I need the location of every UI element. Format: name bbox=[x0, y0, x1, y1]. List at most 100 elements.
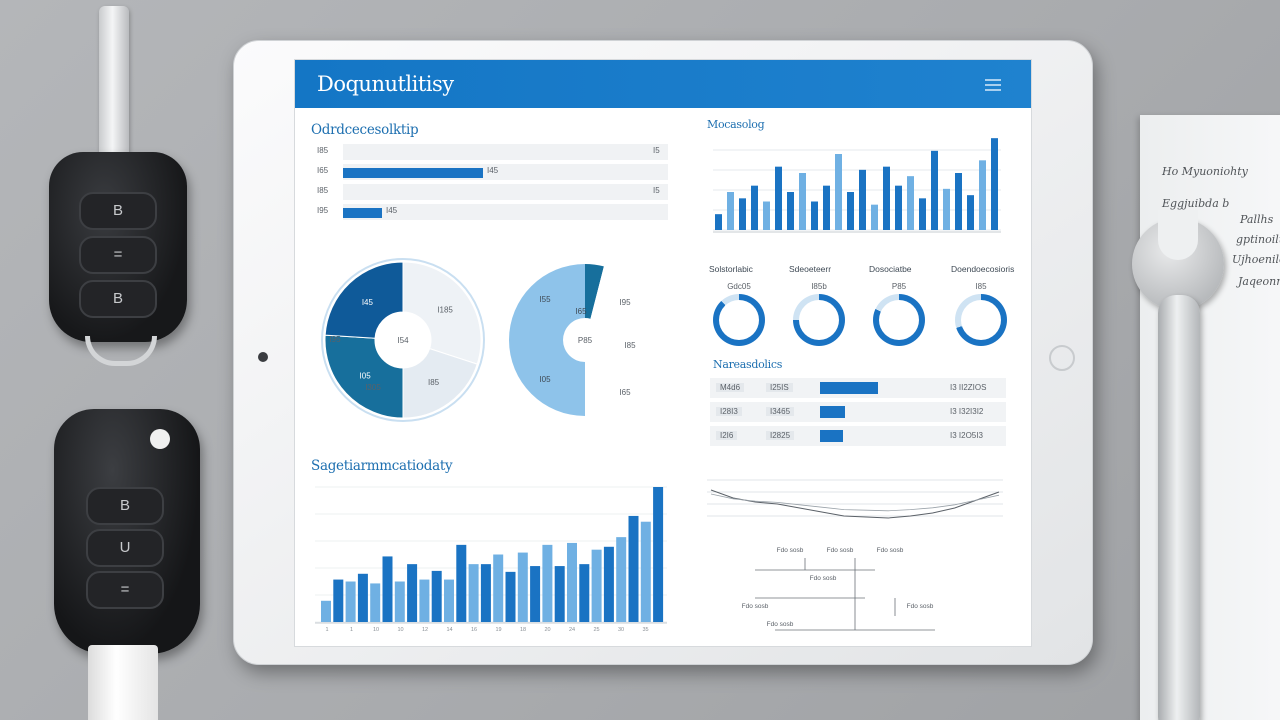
pie-segment bbox=[585, 266, 655, 416]
overview-row: I85 I5 bbox=[317, 184, 668, 200]
bar bbox=[775, 166, 782, 230]
pie-segment bbox=[585, 264, 604, 319]
app-header: Doqunutlitisy bbox=[295, 60, 1031, 108]
bar bbox=[567, 542, 577, 622]
lock-icon: B bbox=[86, 487, 164, 525]
bar bbox=[357, 573, 368, 622]
table-row: I2I6 I2825 I3 I2O5I3 bbox=[710, 426, 1006, 446]
overview-row-value: I45 bbox=[386, 206, 398, 215]
table-row: I28I3 I3465 I3 I32I3I2 bbox=[710, 402, 1006, 422]
bar bbox=[505, 571, 516, 622]
progress-label: I85b bbox=[811, 282, 827, 291]
donut-label: I45 bbox=[362, 298, 374, 307]
donut-segment bbox=[402, 348, 478, 419]
note-line: Ho Myuoniohty bbox=[1162, 165, 1248, 178]
overview-row: I85 I5 bbox=[317, 144, 668, 160]
car-key-flip: B U = bbox=[50, 405, 210, 720]
axis-tick-label: 24 bbox=[569, 627, 575, 632]
bar bbox=[895, 185, 902, 230]
bar bbox=[751, 185, 758, 230]
overview-bar bbox=[343, 168, 483, 178]
pie-segment bbox=[509, 264, 585, 416]
progress-label: P85 bbox=[891, 282, 907, 291]
note-line: gptinoilu bbox=[1236, 233, 1280, 246]
pie-label: I65 bbox=[575, 307, 587, 316]
progress-ring bbox=[955, 294, 1007, 346]
overview-bar bbox=[343, 208, 382, 218]
axis-tick-label: 10 bbox=[373, 627, 379, 632]
note-line: Pallhs bbox=[1240, 213, 1274, 226]
tablet-device: Doqunutlitisy Odrdcecesolktip I85 I5 I65 I4… bbox=[233, 40, 1093, 665]
bar bbox=[333, 579, 344, 622]
bar bbox=[407, 564, 418, 622]
table-cell: I3 I2O5I3 bbox=[950, 431, 983, 440]
overview-row-value: I5 bbox=[653, 186, 660, 195]
bar bbox=[444, 579, 454, 622]
table-row: M4d6 I25IS I3 II2ZIOS bbox=[710, 378, 1006, 398]
pie-label: I05 bbox=[539, 375, 551, 384]
progress-ring-hole bbox=[799, 300, 839, 340]
bar bbox=[382, 556, 393, 622]
bar bbox=[603, 546, 614, 622]
bar bbox=[823, 185, 830, 230]
progress-title: Dosociatbe bbox=[869, 264, 912, 274]
overview-row-label: I85 bbox=[317, 146, 329, 155]
table-cell: I3 I32I3I2 bbox=[950, 407, 984, 416]
table-cell: M4d6 bbox=[716, 383, 745, 392]
progress-title: Solstorlabic bbox=[709, 264, 753, 274]
table-cell: I3465 bbox=[766, 407, 795, 416]
camera-icon bbox=[258, 352, 268, 362]
tree-label: Fdo sosb bbox=[907, 603, 934, 610]
bar bbox=[530, 566, 541, 622]
table-title: Nareasdolics bbox=[713, 358, 783, 371]
axis-tick-label: 12 bbox=[422, 627, 428, 632]
menu-icon[interactable] bbox=[985, 79, 1001, 91]
axis-tick-label: 20 bbox=[544, 627, 550, 632]
trunk-icon: = bbox=[86, 571, 164, 609]
axis-tick-label: 14 bbox=[446, 627, 452, 632]
donut-bottom-label: I305 bbox=[365, 383, 381, 392]
bar bbox=[579, 564, 590, 622]
bar bbox=[871, 204, 878, 230]
bar bbox=[727, 192, 734, 230]
axis-tick-label: 1 bbox=[350, 627, 353, 632]
overview-title: Odrdcecesolktip bbox=[311, 122, 419, 138]
pie-chart: I55 I95 I85 I65 I05 I65 P85 bbox=[509, 264, 655, 416]
tree-label: Fdo sosb bbox=[810, 575, 837, 582]
bar-chart-bottom: 1 1 10 10 12 14 16 19 18 20 24 25 30 35 bbox=[315, 486, 667, 632]
unlock-icon: U bbox=[86, 529, 164, 567]
progress-label: I85 bbox=[975, 282, 987, 291]
bar bbox=[835, 154, 842, 230]
donut-label: I05 bbox=[360, 372, 372, 381]
pie-label: I95 bbox=[619, 298, 631, 307]
tree-label: Fdo sosb bbox=[777, 547, 804, 554]
app-title: Doqunutlitisy bbox=[317, 72, 454, 96]
pie-center-label: P85 bbox=[578, 336, 593, 345]
bar bbox=[931, 150, 938, 230]
bar bbox=[979, 160, 986, 230]
overview-row: I65 I45 bbox=[317, 164, 668, 180]
overview-row-value: I45 bbox=[487, 166, 499, 175]
wrench-jaw bbox=[1158, 210, 1198, 260]
tree-label: Fdo sosb bbox=[877, 547, 904, 554]
bar bbox=[517, 552, 528, 622]
car-key-remote: B = B bbox=[45, 0, 195, 370]
key-blade bbox=[99, 6, 129, 156]
progress-ring-hole bbox=[961, 300, 1001, 340]
bottom-chart-title: Sagetiarmmcatiodaty bbox=[311, 458, 453, 474]
bar bbox=[493, 554, 504, 622]
tree-label: Fdo sosb bbox=[742, 603, 769, 610]
table-bar bbox=[820, 406, 845, 418]
trunk-icon: B bbox=[79, 280, 157, 318]
bar bbox=[859, 169, 866, 230]
tree-label: Fdo sosb bbox=[827, 547, 854, 554]
donut-label: I185 bbox=[437, 305, 453, 314]
bar bbox=[955, 173, 962, 230]
bar bbox=[419, 579, 430, 622]
axis-tick-label: 35 bbox=[642, 627, 648, 632]
bar bbox=[456, 544, 467, 622]
home-button[interactable] bbox=[1049, 345, 1075, 371]
table-cell: I28I3 bbox=[716, 407, 742, 416]
bar bbox=[883, 166, 890, 230]
progress-ring-hole bbox=[719, 300, 759, 340]
